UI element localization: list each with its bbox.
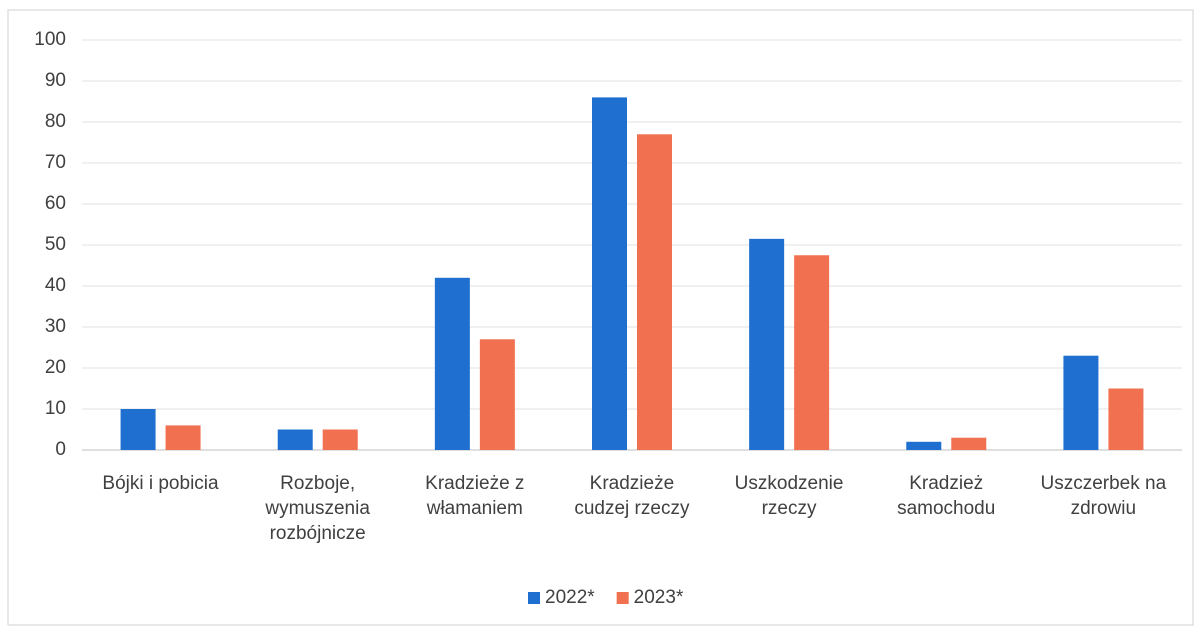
y-tick-label: 0: [55, 439, 66, 460]
y-tick-label: 70: [45, 152, 66, 173]
y-tick-label: 50: [45, 234, 66, 255]
bar: [1108, 388, 1144, 450]
x-tick-label: Rozboje, wymuszenia rozbójnicze: [265, 473, 370, 544]
bar: [637, 134, 672, 451]
bar: [434, 277, 470, 450]
bar: [794, 255, 830, 450]
bar: [906, 441, 942, 450]
y-tick-label: 30: [45, 316, 66, 337]
bar: [120, 409, 156, 450]
y-tick-label: 100: [34, 29, 66, 50]
y-tick-label: 90: [45, 70, 66, 91]
legend-swatch: [528, 592, 540, 604]
bar: [479, 339, 515, 450]
bar: [749, 238, 785, 450]
x-tick-label: Kradzieże cudzej rzeczy: [574, 473, 690, 519]
bar: [592, 97, 627, 451]
x-tick-label: Uszkodzenie rzeczy: [734, 473, 844, 519]
y-tick-label: 60: [45, 193, 66, 214]
y-tick-label: 80: [45, 111, 66, 132]
bar: [165, 425, 201, 450]
x-tick-label: Kradzież samochodu: [897, 473, 996, 519]
legend-label: 2023*: [634, 587, 684, 608]
legend-swatch: [616, 592, 629, 604]
bar: [322, 429, 358, 450]
x-tick-label: Bójki i pobicia: [102, 473, 219, 494]
legend-label: 2022*: [545, 587, 595, 608]
y-tick-label: 10: [45, 398, 66, 419]
x-tick-label: Kradzieże z włamaniem: [425, 473, 525, 519]
bar: [951, 437, 987, 450]
y-tick-label: 40: [45, 275, 66, 296]
bar: [1063, 355, 1099, 450]
y-tick-label: 20: [45, 357, 66, 378]
bar: [277, 429, 313, 450]
x-tick-label: Uszczerbek na zdrowiu: [1040, 473, 1167, 519]
frame: [7, 9, 1194, 626]
